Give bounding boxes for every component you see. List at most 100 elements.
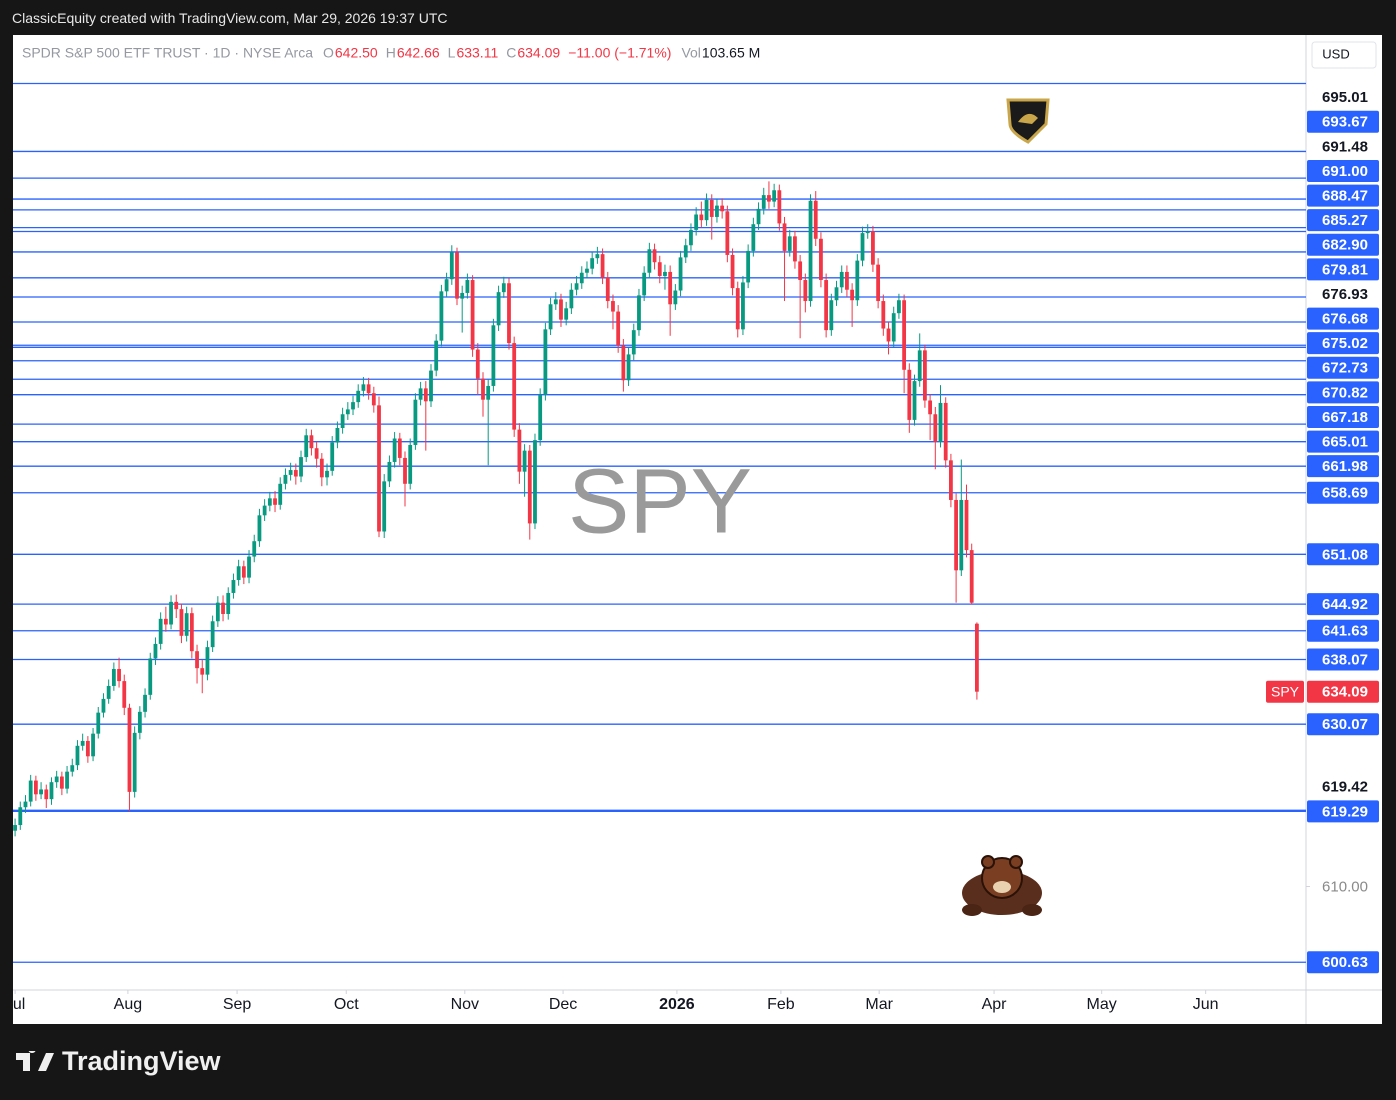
candle-body [96, 712, 101, 734]
candle-body [746, 250, 751, 283]
last-price-label: 634.09 [1322, 684, 1368, 701]
level-label-box [1307, 307, 1379, 330]
candle-body [813, 200, 818, 239]
level-label: 675.02 [1322, 335, 1368, 352]
candle-body [439, 291, 444, 341]
candle-body [382, 481, 387, 532]
candle-body [470, 280, 475, 350]
candle-body [933, 414, 938, 442]
candle-body [689, 229, 693, 246]
candle-body [881, 301, 886, 329]
level-label: 691.48 [1322, 138, 1368, 155]
candle-body [938, 402, 943, 442]
candle-body [75, 745, 80, 766]
candle-body [392, 438, 397, 462]
price-axis: 600.63 610.00 619.29 619.42 630.07 634.09 638.… [1306, 89, 1379, 974]
level-label: 688.47 [1322, 188, 1368, 205]
level-label: 630.07 [1322, 716, 1368, 733]
candle-body [683, 245, 688, 258]
candle-body [319, 458, 324, 478]
candle-body [28, 780, 33, 802]
candle-body [975, 623, 979, 692]
time-axis: Jul Aug Sep Oct Nov Dec 2026 Feb Mar Apr May Jun [13, 990, 1219, 1013]
level-label: 695.01 [1322, 89, 1368, 106]
level-label-box [1307, 481, 1379, 504]
level-label-box [1307, 455, 1379, 478]
level-label-box [1307, 209, 1379, 232]
candle-body [855, 260, 860, 301]
candle-body [460, 292, 465, 299]
level-label-box [1307, 110, 1379, 133]
level-label: 658.69 [1322, 485, 1368, 502]
candle-body [616, 311, 621, 346]
legend-value: 642.50 [335, 45, 378, 61]
candle-body [273, 498, 277, 505]
candle-body [23, 801, 28, 808]
candle-body [741, 282, 745, 330]
level-label-box [1307, 713, 1379, 736]
candle-body [361, 384, 366, 391]
candle-body [267, 498, 272, 506]
candle-body [85, 740, 90, 757]
candle-body [163, 618, 168, 625]
candle-body [33, 780, 38, 795]
candle-body [751, 224, 756, 251]
candle-body [969, 550, 974, 603]
x-tick-label: Aug [114, 996, 142, 1013]
candle-body [226, 592, 231, 614]
x-tick-label: Oct [334, 996, 359, 1013]
level-label: 693.67 [1322, 114, 1368, 131]
candle-body [377, 405, 381, 532]
candle-body [699, 214, 704, 221]
candle-body [928, 400, 933, 415]
candle-body [834, 287, 839, 301]
candle-body [564, 308, 569, 320]
candle-body [491, 325, 496, 386]
level-label-box [1307, 233, 1379, 256]
candle-body [517, 429, 522, 472]
symbol-tag: SPY [1271, 683, 1300, 699]
candle-body [725, 211, 730, 255]
candle-body [423, 388, 428, 402]
x-tick-label: Mar [865, 996, 893, 1013]
candle-body [527, 450, 532, 524]
candle-body [80, 740, 85, 746]
candle-body [330, 442, 335, 471]
candle-body [210, 621, 215, 648]
candle-body [252, 541, 257, 557]
level-label: 619.42 [1322, 779, 1368, 796]
candle-body [111, 668, 116, 686]
level-label-box [1307, 405, 1379, 428]
x-tick-label: Apr [982, 996, 1008, 1013]
legend-key: C [506, 45, 516, 61]
candle-body [356, 390, 361, 403]
currency-box[interactable] [1311, 41, 1377, 69]
candle-body [288, 470, 293, 475]
candle-body [793, 236, 797, 262]
candle-body [184, 613, 189, 636]
candle-body [143, 694, 147, 712]
legend-change: −11.00 (−1.71%) [568, 45, 671, 61]
level-label: 651.08 [1322, 546, 1368, 563]
emblem-icon [1006, 98, 1050, 144]
candle-body [824, 280, 829, 331]
candle-body [481, 378, 485, 400]
level-label-box [1307, 619, 1379, 642]
candle-body [70, 765, 75, 772]
candle-body [413, 399, 418, 445]
level-label: 641.63 [1322, 623, 1368, 640]
candle-body [538, 394, 543, 441]
candle-body [860, 233, 865, 261]
candle-body [408, 444, 413, 484]
legend-value: 634.09 [517, 45, 560, 61]
candle-body [902, 300, 907, 370]
currency[interactable]: USD [1322, 46, 1349, 61]
candle-body [839, 271, 844, 288]
candle-body [553, 299, 558, 305]
candle-body [642, 272, 647, 296]
candle-body [387, 461, 392, 482]
level-label-box [1307, 381, 1379, 404]
candle-body [949, 460, 953, 500]
candle-body [907, 369, 912, 420]
candle-body [626, 354, 631, 381]
